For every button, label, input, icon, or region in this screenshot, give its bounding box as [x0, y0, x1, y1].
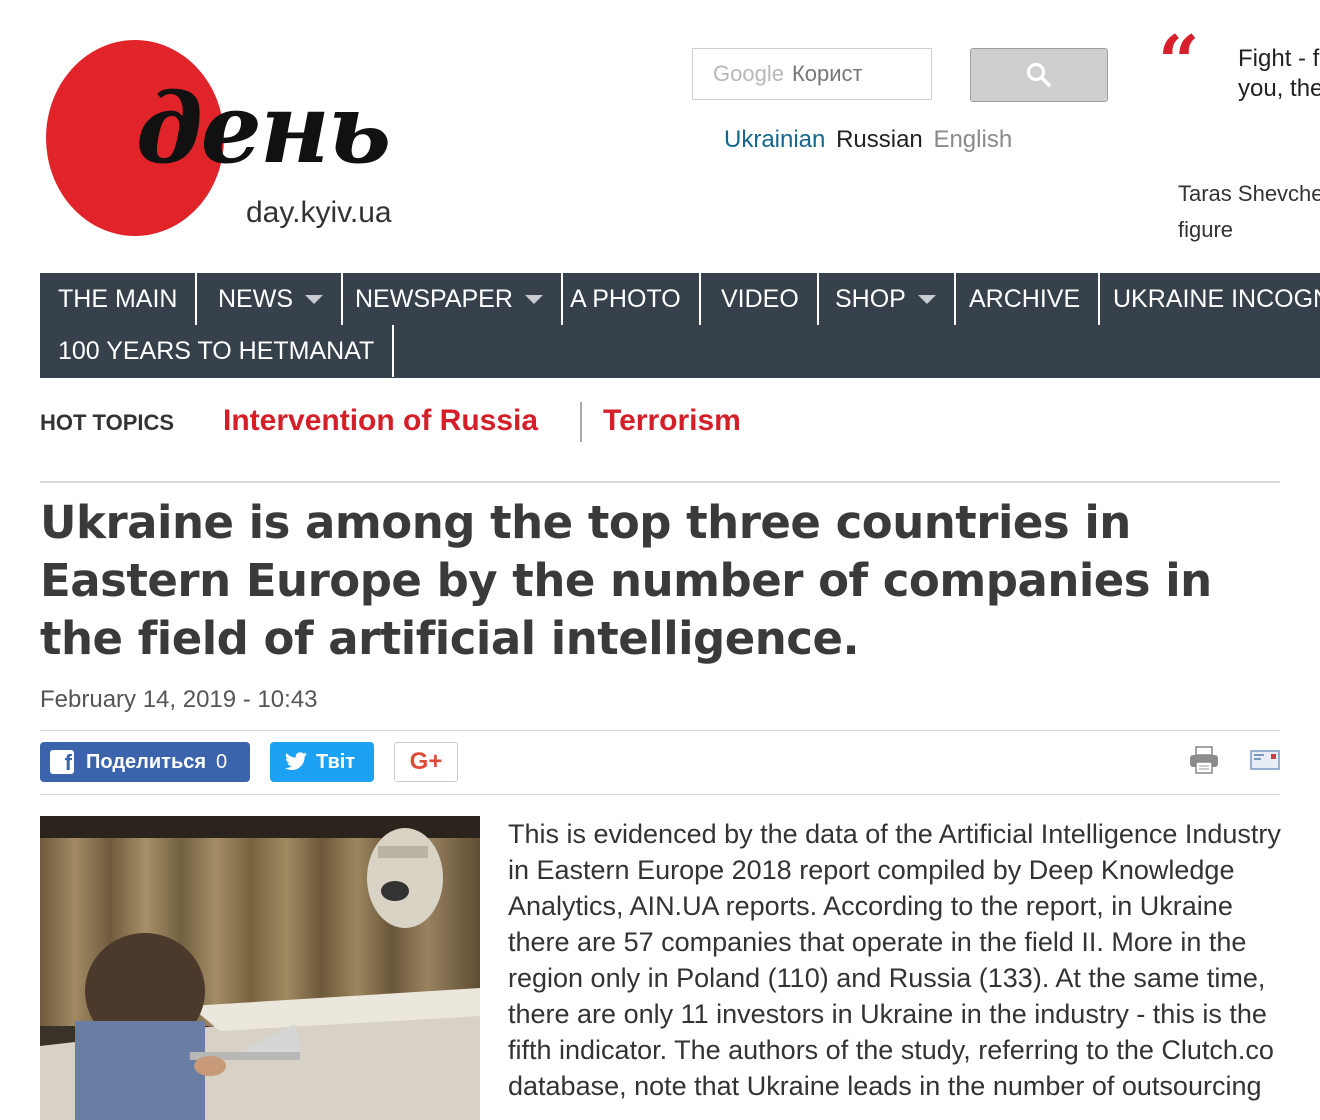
nav-label: THE MAIN — [58, 284, 178, 313]
nav-label: ARCHIVE — [969, 284, 1081, 313]
article-title: Ukraine is among the top three countries… — [40, 496, 1212, 665]
nav-label: VIDEO — [721, 284, 799, 313]
divider — [40, 481, 1280, 483]
quote-line-1: Fight - f — [1238, 45, 1320, 72]
article-date: February 14, 2019 - 10:43 — [40, 686, 318, 713]
print-icon[interactable] — [1188, 746, 1220, 774]
main-nav: THE MAIN NEWS NEWSPAPER A PHOTO VIDEO SH… — [40, 273, 1320, 378]
lang-russian[interactable]: Russian — [836, 126, 923, 153]
facebook-icon: f — [50, 750, 74, 774]
google-brand: Google — [713, 61, 784, 86]
search-icon — [1026, 62, 1051, 87]
nav-label: A PHOTO — [570, 284, 681, 313]
nav-item-archive[interactable]: ARCHIVE — [951, 273, 1101, 325]
logo-wordmark: день — [136, 72, 391, 185]
divider — [40, 794, 1280, 795]
language-switcher: Ukrainian Russian English — [724, 126, 1016, 154]
hot-topic-intervention[interactable]: Intervention of Russia — [223, 404, 539, 437]
nav-item-a-photo[interactable]: A PHOTO — [552, 273, 701, 325]
divider — [580, 402, 582, 442]
search-placeholder: Корист — [791, 61, 863, 86]
nav-label: UKRAINE INCOGN — [1113, 284, 1320, 313]
twitter-share-button[interactable]: Твіт — [270, 742, 374, 782]
logo-domain: day.kyiv.ua — [246, 196, 392, 229]
email-icon[interactable] — [1250, 750, 1280, 770]
nav-label: NEWS — [218, 284, 293, 313]
chevron-down-icon — [917, 294, 936, 304]
nav-label: 100 YEARS TO HETMANAT — [58, 336, 375, 365]
divider — [40, 730, 1280, 731]
quote-mark-icon: “ — [1158, 19, 1200, 104]
logo-red-circle — [46, 40, 224, 236]
article-body: This is evidenced by the data of the Art… — [508, 819, 1281, 1101]
chevron-down-icon — [305, 294, 323, 304]
nav-item-newspaper[interactable]: NEWSPAPER — [337, 273, 563, 325]
quote-text: Fight - f you, the — [1238, 44, 1320, 104]
quote-line-2: you, the — [1238, 75, 1320, 102]
nav-item-news[interactable]: NEWS — [200, 273, 343, 325]
search-button[interactable] — [970, 48, 1108, 102]
nav-label: NEWSPAPER — [355, 284, 513, 313]
article-photo — [40, 816, 480, 1120]
quote-author-line-1: Taras Shevche — [1178, 181, 1320, 206]
nav-item-ukraine-incognita[interactable]: UKRAINE INCOGN — [1095, 273, 1320, 325]
nav-item-100-years[interactable]: 100 YEARS TO HETMANAT — [40, 325, 395, 377]
search-input[interactable]: Google Корист — [692, 48, 932, 100]
lang-english[interactable]: English — [933, 126, 1013, 153]
quote-author[interactable]: Taras Shevche figure — [1178, 176, 1320, 248]
site-logo[interactable]: день day.kyiv.ua — [44, 38, 444, 238]
twitter-share-label: Твіт — [316, 750, 356, 773]
facebook-share-count: 0 — [216, 750, 228, 773]
nav-label: SHOP — [835, 284, 906, 313]
nav-item-the-main[interactable]: THE MAIN — [40, 273, 198, 325]
twitter-bird-icon — [284, 752, 307, 770]
hot-topic-terrorism[interactable]: Terrorism — [603, 404, 741, 437]
quote-author-line-2: figure — [1178, 217, 1234, 242]
chevron-down-icon — [524, 294, 543, 304]
google-plus-share-button[interactable]: G+ — [394, 742, 458, 782]
facebook-share-label: Поделиться — [86, 750, 207, 773]
hot-topics-label: HOT TOPICS — [40, 410, 175, 435]
lang-ukrainian[interactable]: Ukrainian — [724, 126, 826, 153]
facebook-share-button[interactable]: f Поделиться 0 — [40, 742, 250, 782]
google-plus-icon: G+ — [409, 748, 443, 775]
nav-item-video[interactable]: VIDEO — [703, 273, 819, 325]
nav-item-shop[interactable]: SHOP — [817, 273, 956, 325]
